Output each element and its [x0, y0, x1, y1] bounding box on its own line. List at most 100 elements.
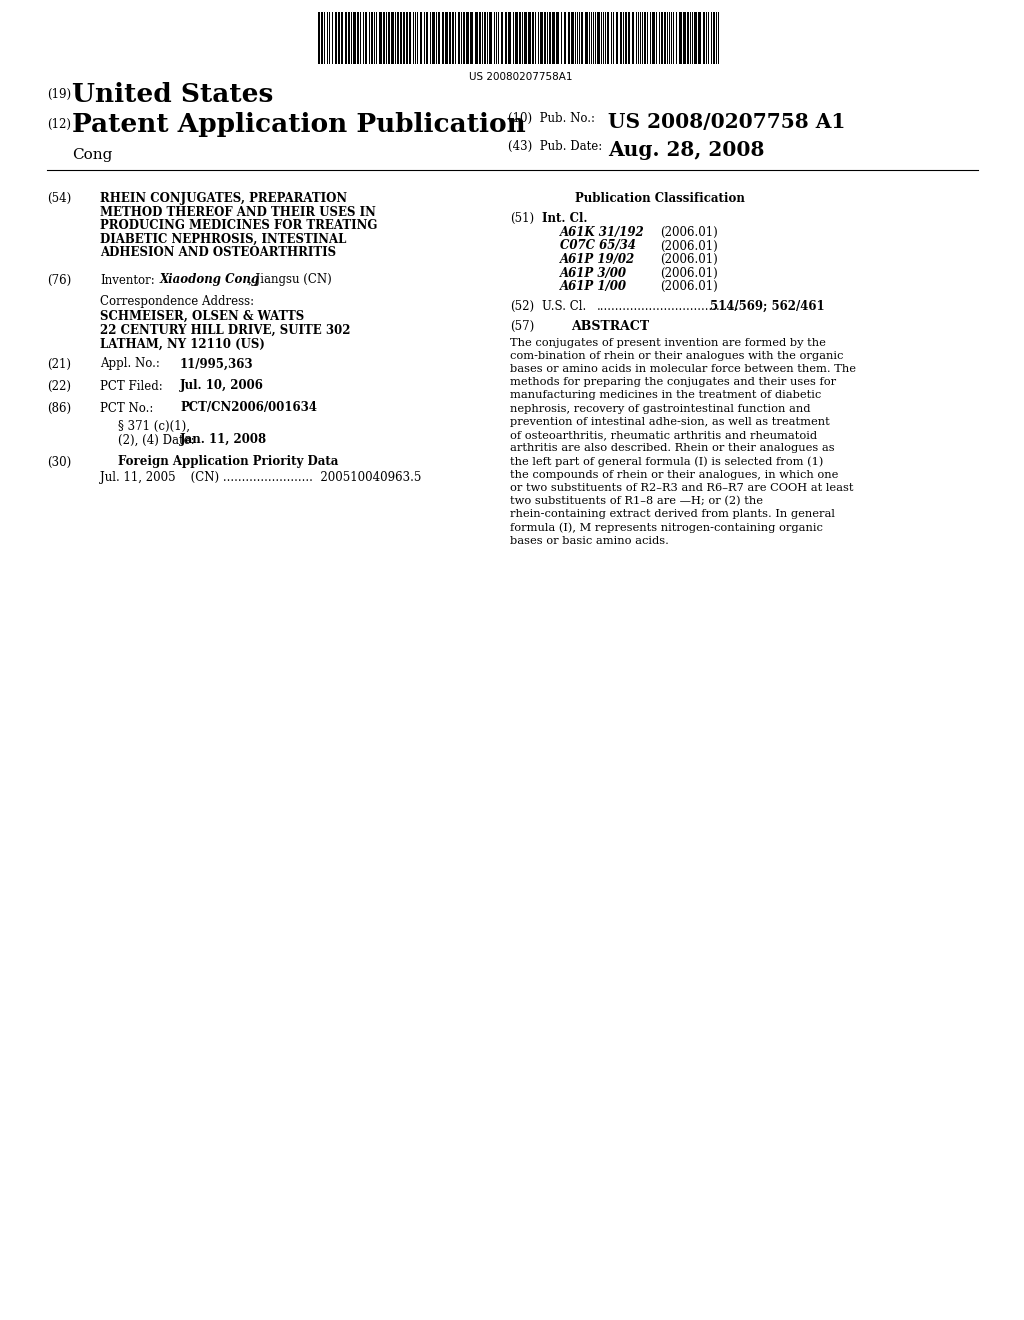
Bar [694, 12, 697, 63]
Text: bases or amino acids in molecular force between them. The: bases or amino acids in molecular force … [510, 364, 856, 374]
Bar [597, 12, 600, 63]
Text: com-bination of rhein or their analogues with the organic: com-bination of rhein or their analogues… [510, 351, 844, 360]
Bar [475, 12, 478, 63]
Bar [703, 12, 705, 63]
Bar [466, 12, 469, 63]
Text: Aug. 28, 2008: Aug. 28, 2008 [608, 140, 765, 160]
Bar [508, 12, 511, 63]
Bar [713, 12, 715, 63]
Bar [652, 12, 655, 63]
Text: A61P 3/00: A61P 3/00 [560, 267, 627, 280]
Bar [620, 12, 622, 63]
Text: prevention of intestinal adhe-sion, as well as treatment: prevention of intestinal adhe-sion, as w… [510, 417, 829, 426]
Text: (43)  Pub. Date:: (43) Pub. Date: [508, 140, 602, 153]
Bar [449, 12, 451, 63]
Text: (2006.01): (2006.01) [660, 267, 718, 280]
Bar [432, 12, 435, 63]
Bar [540, 12, 543, 63]
Text: (2006.01): (2006.01) [660, 280, 718, 293]
Bar [581, 12, 583, 63]
Bar [519, 12, 521, 63]
Text: , Jiangsu (CN): , Jiangsu (CN) [248, 273, 332, 286]
Bar [357, 12, 359, 63]
Text: (21): (21) [47, 358, 71, 371]
Text: (51): (51) [510, 213, 535, 224]
Text: 11/995,363: 11/995,363 [180, 358, 254, 371]
Text: ADHESION AND OSTEOARTHRITIS: ADHESION AND OSTEOARTHRITIS [100, 246, 336, 259]
Text: 514/569; 562/461: 514/569; 562/461 [710, 300, 824, 313]
Bar [515, 12, 518, 63]
Bar [544, 12, 546, 63]
Bar [458, 12, 460, 63]
Text: Foreign Application Priority Data: Foreign Application Priority Data [118, 455, 338, 469]
Bar [406, 12, 408, 63]
Bar [644, 12, 646, 63]
Text: of osteoarthritis, rheumatic arthritis and rheumatoid: of osteoarthritis, rheumatic arthritis a… [510, 430, 817, 440]
Bar [379, 12, 382, 63]
Text: SCHMEISER, OLSEN & WATTS: SCHMEISER, OLSEN & WATTS [100, 309, 304, 322]
Text: (10)  Pub. No.:: (10) Pub. No.: [508, 112, 595, 125]
Text: Jul. 11, 2005    (CN) ........................  200510040963.5: Jul. 11, 2005 (CN) .....................… [100, 471, 421, 484]
Bar [662, 12, 663, 63]
Bar [397, 12, 399, 63]
Text: RHEIN CONJUGATES, PREPARATION: RHEIN CONJUGATES, PREPARATION [100, 191, 347, 205]
Text: C07C 65/34: C07C 65/34 [560, 239, 636, 252]
Bar [318, 12, 319, 63]
Text: Patent Application Publication: Patent Application Publication [72, 112, 525, 137]
Bar [383, 12, 385, 63]
Bar [528, 12, 531, 63]
Bar [687, 12, 689, 63]
Bar [568, 12, 570, 63]
Text: Jan. 11, 2008: Jan. 11, 2008 [180, 433, 267, 446]
Text: or two substituents of R2–R3 and R6–R7 are COOH at least: or two substituents of R2–R3 and R6–R7 a… [510, 483, 853, 492]
Bar [556, 12, 559, 63]
Text: (19): (19) [47, 88, 71, 102]
Bar [625, 12, 627, 63]
Bar [616, 12, 618, 63]
Bar [549, 12, 551, 63]
Bar [470, 12, 473, 63]
Bar [321, 12, 323, 63]
Bar [371, 12, 373, 63]
Bar [335, 12, 337, 63]
Text: Correspondence Address:: Correspondence Address: [100, 296, 254, 309]
Bar [445, 12, 449, 63]
Bar [388, 12, 390, 63]
Bar [679, 12, 682, 63]
Bar [484, 12, 486, 63]
Text: PCT Filed:: PCT Filed: [100, 380, 163, 392]
Text: (54): (54) [47, 191, 72, 205]
Bar [353, 12, 356, 63]
Text: ......................................: ...................................... [597, 300, 739, 313]
Bar [552, 12, 555, 63]
Text: § 371 (c)(1),: § 371 (c)(1), [118, 420, 190, 433]
Text: Cong: Cong [72, 148, 113, 162]
Bar [365, 12, 367, 63]
Text: (86): (86) [47, 401, 71, 414]
Bar [345, 12, 347, 63]
Text: rhein-containing extract derived from plants. In general: rhein-containing extract derived from pl… [510, 510, 835, 519]
Text: Inventor:: Inventor: [100, 273, 155, 286]
Text: nephrosis, recovery of gastrointestinal function and: nephrosis, recovery of gastrointestinal … [510, 404, 811, 413]
Text: DIABETIC NEPHROSIS, INTESTINAL: DIABETIC NEPHROSIS, INTESTINAL [100, 232, 346, 246]
Bar [463, 12, 465, 63]
Text: (30): (30) [47, 455, 72, 469]
Text: A61K 31/192: A61K 31/192 [560, 226, 645, 239]
Text: the left part of general formula (I) is selected from (1): the left part of general formula (I) is … [510, 457, 823, 467]
Text: Int. Cl.: Int. Cl. [542, 213, 588, 224]
Text: Jul. 10, 2006: Jul. 10, 2006 [180, 380, 264, 392]
Bar [489, 12, 492, 63]
Bar [698, 12, 701, 63]
Bar [607, 12, 609, 63]
Bar [585, 12, 588, 63]
Text: manufacturing medicines in the treatment of diabetic: manufacturing medicines in the treatment… [510, 391, 821, 400]
Bar [338, 12, 340, 63]
Text: (57): (57) [510, 319, 535, 333]
Text: PCT/CN2006/001634: PCT/CN2006/001634 [180, 401, 317, 414]
Text: 22 CENTURY HILL DRIVE, SUITE 302: 22 CENTURY HILL DRIVE, SUITE 302 [100, 323, 350, 337]
Text: arthritis are also described. Rhein or their analogues as: arthritis are also described. Rhein or t… [510, 444, 835, 453]
Text: A61P 19/02: A61P 19/02 [560, 253, 635, 267]
Text: methods for preparing the conjugates and their uses for: methods for preparing the conjugates and… [510, 378, 837, 387]
Bar [505, 12, 507, 63]
Text: METHOD THEREOF AND THEIR USES IN: METHOD THEREOF AND THEIR USES IN [100, 206, 376, 219]
